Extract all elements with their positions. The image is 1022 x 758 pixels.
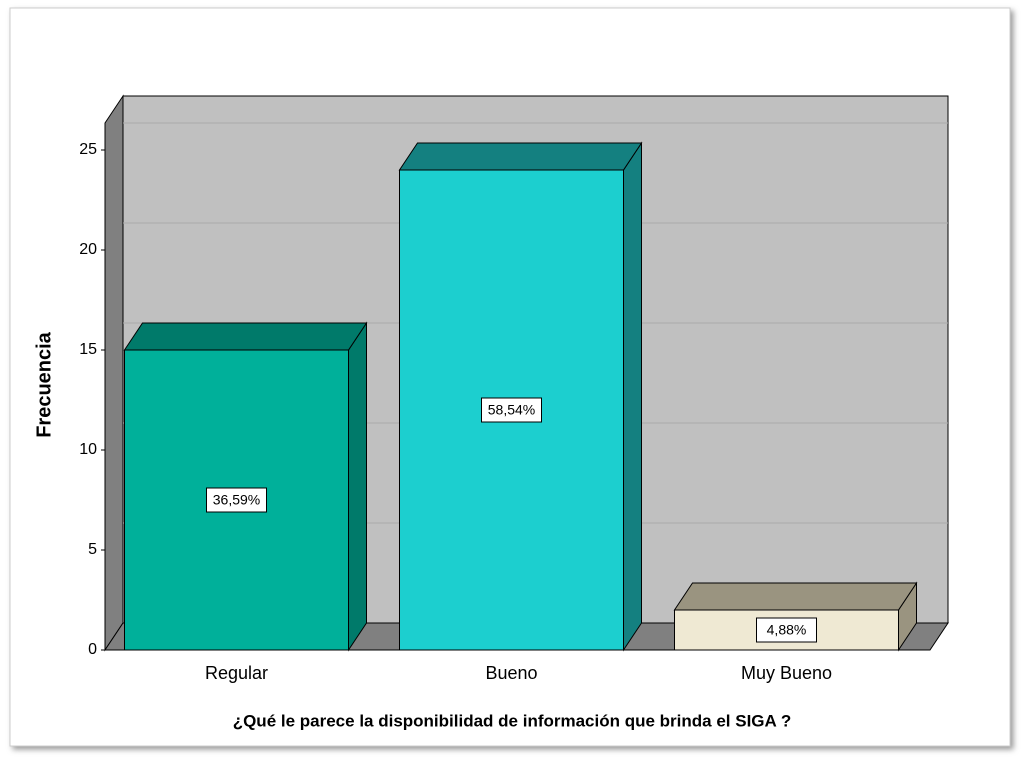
x-tick-label: Regular (205, 663, 268, 683)
y-tick-label: 5 (88, 541, 97, 558)
bar-top (123, 322, 368, 351)
y-tick-label: 15 (79, 341, 97, 358)
label-box (756, 617, 817, 643)
bar-top (398, 142, 643, 171)
bar-top (673, 582, 918, 611)
bar-side (348, 321, 367, 652)
bar-side (623, 141, 642, 652)
y-tick-label: 0 (88, 641, 97, 658)
y-tick-label: 20 (79, 241, 97, 258)
x-axis-title: ¿Qué le parece la disponibilidad de info… (233, 711, 792, 730)
label-box (206, 487, 267, 513)
value-label: 36,59% (213, 492, 260, 508)
value-label: 58,54% (488, 402, 535, 418)
y-tick-label: 10 (79, 441, 97, 458)
y-axis-title: Frecuencia (33, 331, 55, 437)
x-tick-label: Bueno (485, 663, 537, 683)
y-tick-label: 25 (79, 141, 97, 158)
label-box (481, 397, 542, 423)
x-tick-label: Muy Bueno (741, 663, 832, 683)
value-label: 4,88% (767, 622, 807, 638)
side-wall (104, 94, 124, 652)
